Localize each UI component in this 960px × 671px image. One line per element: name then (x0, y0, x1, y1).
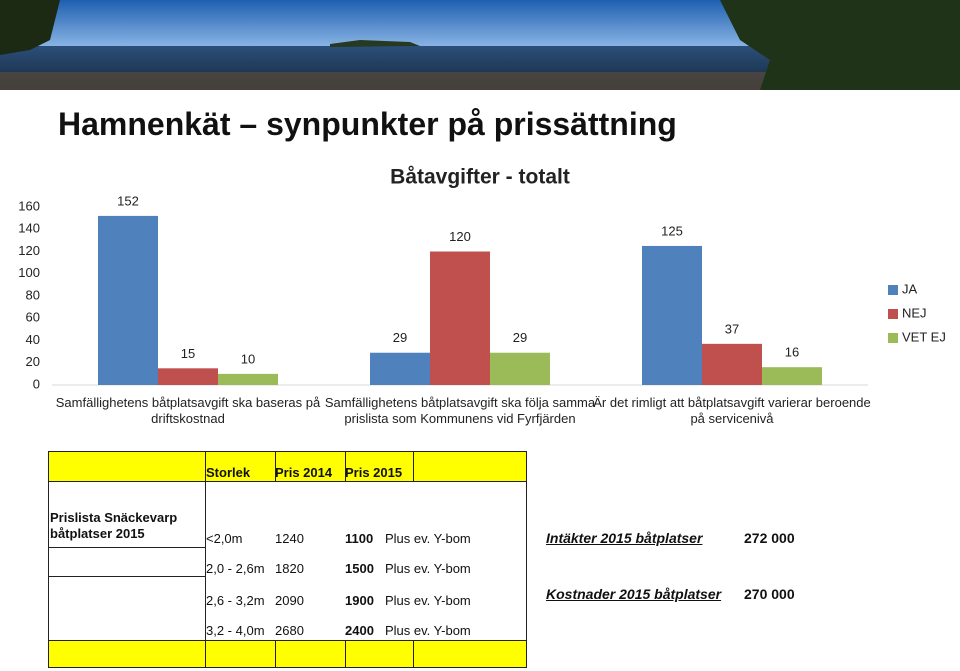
chart: Båtavgifter - totalt 0 20 40 60 80 100 120 140 1… (18, 166, 946, 392)
y-tick-label: 120 (18, 243, 40, 258)
table-header: Pris 2015 (345, 465, 403, 480)
summary-label: Intäkter 2015 båtplatser (546, 530, 703, 546)
border (48, 482, 49, 640)
data-label: 15 (181, 346, 195, 361)
border (413, 451, 414, 482)
data-label: 10 (241, 351, 255, 366)
table-cell: 1900 (345, 593, 374, 608)
legend-swatch (888, 309, 898, 319)
table-cell: 2,6 - 3,2m (206, 593, 265, 608)
table-cell: 1500 (345, 561, 374, 576)
bar (98, 215, 158, 385)
border (48, 576, 205, 577)
slide-title: Hamnenkät – synpunkter på prissättning (58, 106, 677, 142)
footer-row (48, 640, 527, 668)
data-label: 29 (393, 330, 407, 345)
summary-value: 272 000 (744, 530, 795, 546)
bar (158, 368, 218, 385)
y-tick-label: 20 (26, 354, 40, 369)
bar (702, 343, 762, 385)
data-label: 120 (449, 229, 471, 244)
legend-label: JA (902, 281, 918, 296)
y-tick-label: 140 (18, 221, 40, 236)
bar (490, 352, 550, 385)
chart-title: Båtavgifter - totalt (390, 166, 570, 189)
table-cell: 1100 (345, 531, 374, 546)
bar (430, 251, 490, 385)
summary-value: 270 000 (744, 586, 795, 602)
table-cell: 2680 (275, 623, 304, 638)
x-tick-label: Samfällighetens båtplatsavgift ska baser… (55, 395, 321, 426)
data-label: 16 (785, 345, 799, 360)
y-tick-label: 40 (26, 332, 40, 347)
summary-label: Kostnader 2015 båtplatser (546, 586, 722, 602)
legend-swatch (888, 285, 898, 295)
border (205, 451, 206, 668)
border (275, 640, 276, 668)
legend-label: VET EJ (902, 329, 946, 344)
border (345, 640, 346, 668)
border (526, 482, 527, 640)
bar (642, 245, 702, 385)
table-cell: 1820 (275, 561, 304, 576)
border (413, 640, 414, 668)
data-label: 125 (661, 223, 683, 238)
bar (218, 373, 278, 385)
bar (370, 352, 430, 385)
border (275, 451, 276, 482)
table-cell: 3,2 - 4,0m (206, 623, 265, 638)
header-photo (0, 0, 960, 90)
header-row (48, 451, 527, 482)
table-cell: 1240 (275, 531, 304, 546)
y-tick-label: 60 (26, 310, 40, 325)
table-cell: 2090 (275, 593, 304, 608)
table-cell: <2,0m (206, 531, 243, 546)
border (345, 451, 346, 482)
bar (762, 367, 822, 385)
x-tick-label: Samfällighetens båtplatsavgift ska följa… (324, 395, 596, 426)
table-caption: Prislista Snäckevarp båtplatser 2015 (50, 510, 178, 541)
legend-swatch (888, 333, 898, 343)
table-header: Pris 2014 (275, 465, 333, 480)
y-tick-label: 100 (18, 265, 40, 280)
table-cell: Plus ev. Y-bom (385, 593, 471, 608)
legend-label: NEJ (902, 305, 927, 320)
y-tick-label: 80 (26, 287, 40, 302)
data-label: 37 (725, 321, 739, 336)
data-label: 29 (513, 330, 527, 345)
price-table: Storlek Pris 2014 Pris 2015 Prislista Sn… (48, 451, 528, 669)
border (48, 547, 205, 548)
y-tick-label: 0 (33, 376, 40, 391)
table-cell: 2,0 - 2,6m (206, 561, 265, 576)
data-label: 152 (117, 193, 139, 208)
table-cell: Plus ev. Y-bom (385, 531, 471, 546)
x-tick-label: Är det rimligt att båtplatsavgift varier… (593, 395, 871, 426)
table-cell: Plus ev. Y-bom (385, 561, 471, 576)
table-header: Storlek (206, 465, 251, 480)
table-cell: 2400 (345, 623, 374, 638)
y-tick-label: 160 (18, 198, 40, 213)
table-cell: Plus ev. Y-bom (385, 623, 471, 638)
